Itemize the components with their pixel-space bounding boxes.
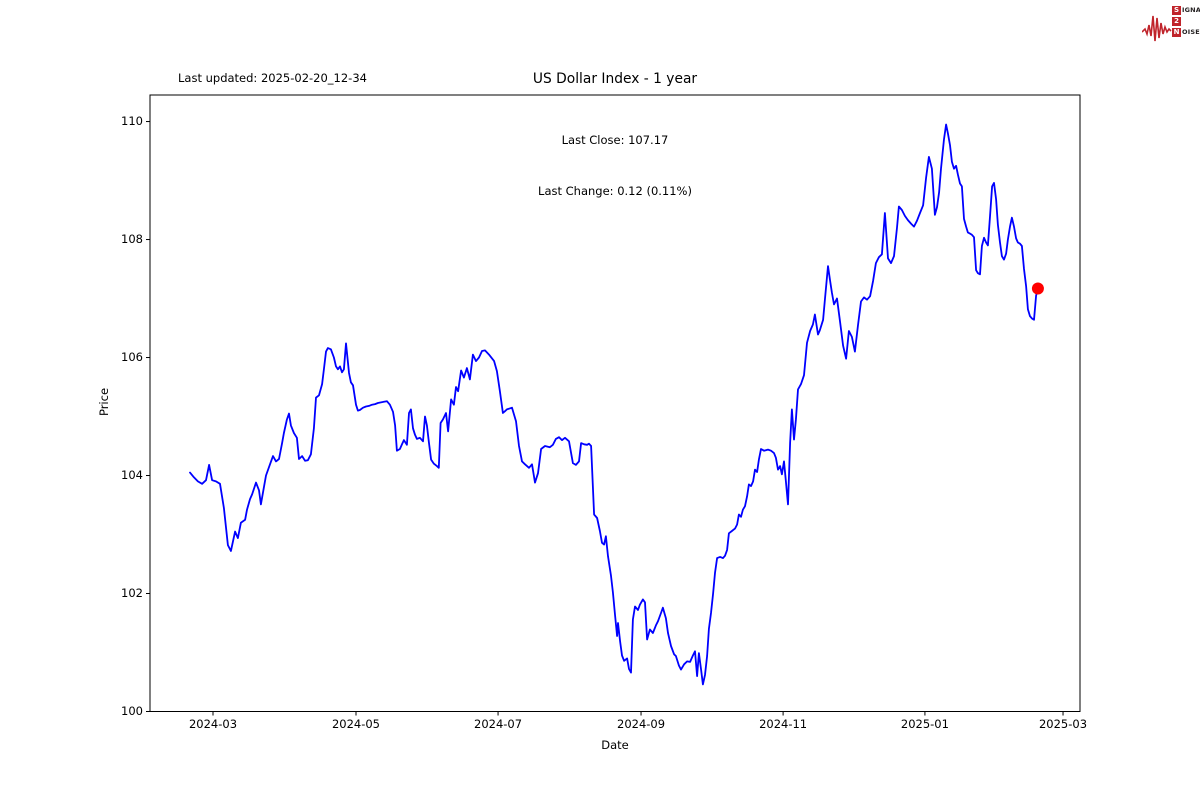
- y-tick-label: 102: [121, 586, 143, 600]
- logo-word-noise: OISE: [1182, 28, 1200, 36]
- waveform-icon: [1142, 15, 1172, 42]
- y-tick-label: 106: [121, 350, 143, 365]
- price-series-line: [189, 123, 1039, 686]
- x-axis-label: Date: [601, 738, 629, 752]
- y-tick-label: 110: [121, 114, 143, 129]
- signal2noise-logo-text: S IGNAL 2 N OISE: [1172, 5, 1200, 38]
- last-change-text: Last Change: 0.12 (0.11%): [538, 184, 692, 198]
- y-tick-label: 104: [121, 468, 143, 483]
- plot-border: [149, 94, 1081, 712]
- last-updated-text: Last updated: 2025-02-20_12-34: [178, 71, 367, 85]
- x-tick-label: 2024-07: [474, 717, 523, 731]
- y-tick-label: 100: [121, 704, 143, 718]
- last-close-marker: [1031, 282, 1044, 295]
- y-tick-label: 108: [121, 232, 143, 247]
- x-tick-label: 2024-05: [331, 717, 381, 731]
- signal2noise-logo: S IGNAL 2 N OISE: [1142, 3, 1200, 43]
- logo-word-signal: IGNAL: [1182, 6, 1200, 14]
- logo-letter-2: 2: [1172, 16, 1181, 26]
- waveform-path: [1142, 15, 1172, 42]
- logo-letter-n: N: [1172, 27, 1181, 37]
- x-tick-label: 2025-01: [900, 717, 949, 731]
- x-tick-label: 2025-03: [1038, 717, 1088, 731]
- x-tick-label: 2024-03: [188, 717, 238, 731]
- x-tick-label: 2024-11: [759, 717, 808, 731]
- x-tick-label: 2024-09: [617, 717, 666, 731]
- chart-subtitle: Last Close: 107.17 Last Change: 0.12 (0.…: [150, 98, 1080, 234]
- logo-letter-s: S: [1172, 5, 1181, 15]
- last-close-text: Last Close: 107.17: [561, 133, 669, 147]
- chart-title: US Dollar Index - 1 year: [532, 71, 698, 87]
